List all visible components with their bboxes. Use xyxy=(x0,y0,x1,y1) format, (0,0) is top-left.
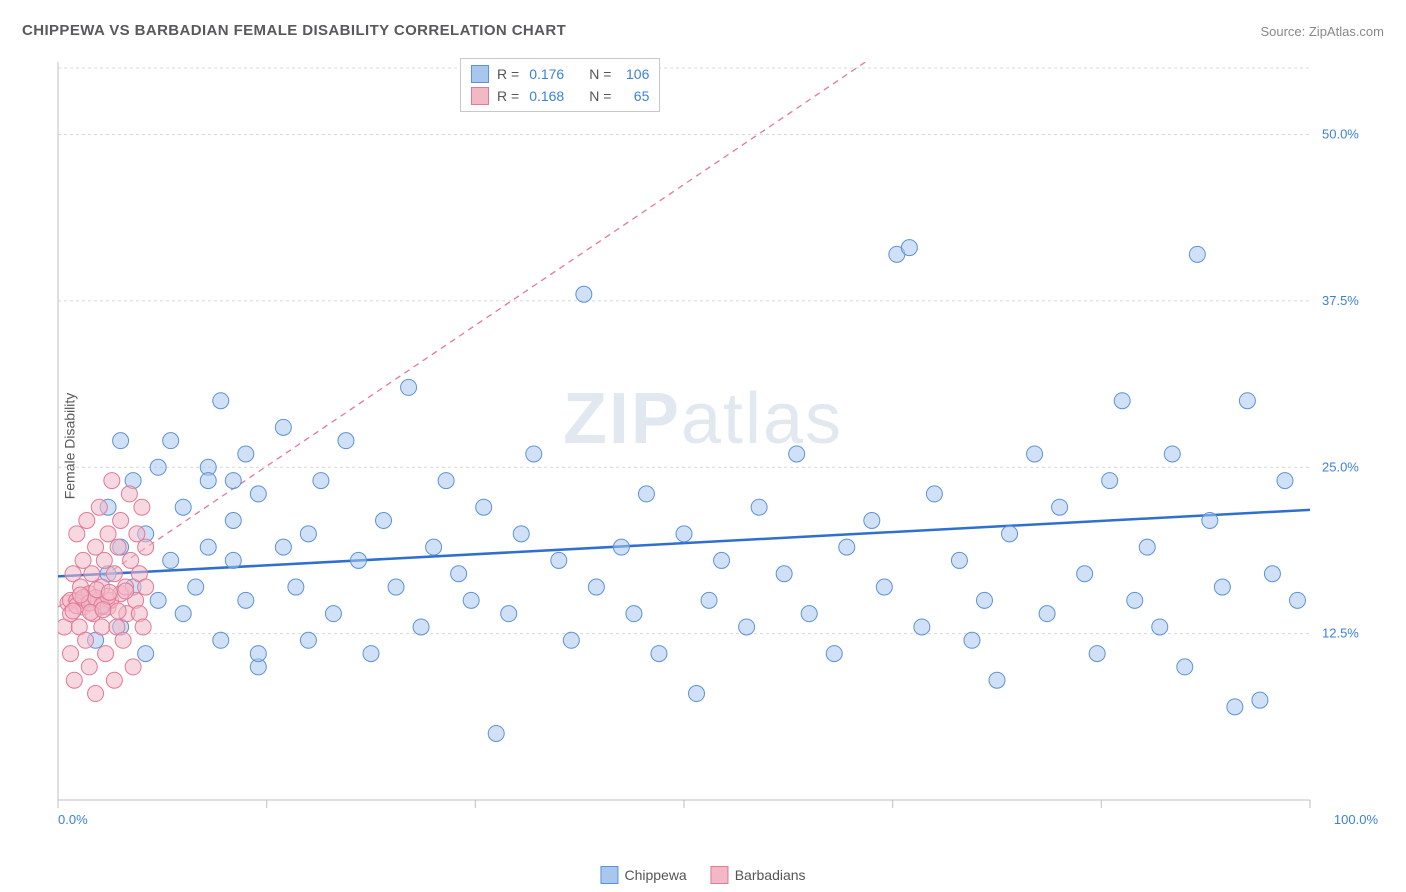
legend-swatch xyxy=(471,87,489,105)
source-prefix: Source: xyxy=(1260,24,1308,39)
legend-row: R = 0.176 N = 106 xyxy=(471,63,649,85)
r-label: R = xyxy=(497,88,519,104)
r-value: 0.168 xyxy=(529,88,575,104)
chart-title: CHIPPEWA VS BARBADIAN FEMALE DISABILITY … xyxy=(22,22,566,39)
n-value: 65 xyxy=(619,88,649,104)
source-name: ZipAtlas.com xyxy=(1309,24,1384,39)
svg-text:12.5%: 12.5% xyxy=(1322,626,1359,641)
n-label: N = xyxy=(589,88,611,104)
source-attribution: Source: ZipAtlas.com xyxy=(1260,24,1384,39)
series-legend: Chippewa Barbadians xyxy=(600,866,805,884)
series-legend-item: Barbadians xyxy=(711,866,806,884)
scatter-chart: 12.5% 25.0% 37.5% 50.0% 0.0% 100.0% xyxy=(50,54,1382,834)
svg-text:37.5%: 37.5% xyxy=(1322,293,1359,308)
series-legend-item: Chippewa xyxy=(600,866,686,884)
n-label: N = xyxy=(589,66,611,82)
svg-text:100.0%: 100.0% xyxy=(1334,812,1379,827)
series-label: Barbadians xyxy=(735,867,806,883)
svg-text:0.0%: 0.0% xyxy=(58,812,88,827)
svg-text:25.0%: 25.0% xyxy=(1322,459,1359,474)
series-label: Chippewa xyxy=(624,867,686,883)
legend-swatch xyxy=(600,866,618,884)
plot-area: 12.5% 25.0% 37.5% 50.0% 0.0% 100.0% xyxy=(50,54,1382,834)
n-value: 106 xyxy=(619,66,649,82)
legend-row: R = 0.168 N = 65 xyxy=(471,85,649,107)
r-value: 0.176 xyxy=(529,66,575,82)
legend-swatch xyxy=(711,866,729,884)
r-label: R = xyxy=(497,66,519,82)
svg-text:50.0%: 50.0% xyxy=(1322,127,1359,142)
correlation-legend: R = 0.176 N = 106 R = 0.168 N = 65 xyxy=(460,58,660,112)
legend-swatch xyxy=(471,65,489,83)
